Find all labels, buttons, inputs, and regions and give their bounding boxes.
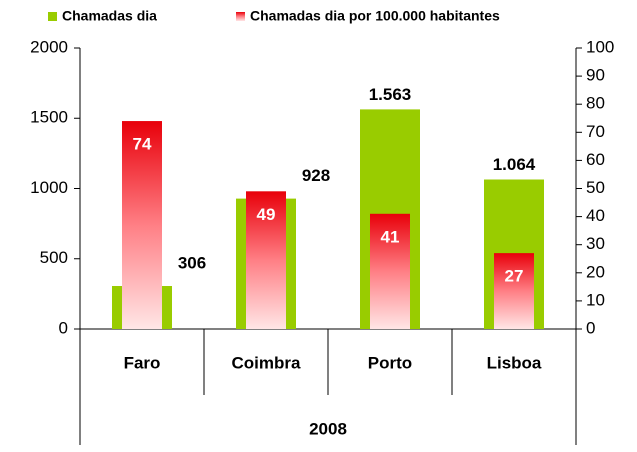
x-tick-label: Lisboa <box>487 353 542 372</box>
x-tick-label: Coimbra <box>232 353 302 372</box>
y2-tick-label: 50 <box>586 178 605 197</box>
data-label: 306 <box>178 253 206 272</box>
data-label: 74 <box>133 135 152 154</box>
bar <box>122 121 162 329</box>
bar <box>370 213 410 329</box>
group-label: 2008 <box>309 419 347 438</box>
legend-swatch <box>236 12 245 21</box>
y2-tick-label: 70 <box>586 122 605 141</box>
y-tick-label: 2000 <box>30 37 68 56</box>
y2-tick-label: 0 <box>586 318 595 337</box>
legend-label: Chamadas dia por 100.000 habitantes <box>250 8 500 24</box>
y2-tick-label: 20 <box>586 262 605 281</box>
data-label: 1.064 <box>493 155 536 174</box>
y-tick-label: 500 <box>40 248 68 267</box>
bar <box>246 191 286 329</box>
y-tick-label: 0 <box>59 318 68 337</box>
data-label: 49 <box>257 205 276 224</box>
legend-swatch <box>48 12 57 21</box>
y2-tick-label: 30 <box>586 234 605 253</box>
legend-label: Chamadas dia <box>62 8 157 24</box>
x-tick-label: Porto <box>368 353 412 372</box>
data-label: 1.563 <box>369 85 412 104</box>
y2-tick-label: 90 <box>586 66 605 85</box>
y2-tick-label: 60 <box>586 150 605 169</box>
y-tick-label: 1500 <box>30 108 68 127</box>
data-label: 41 <box>381 227 400 246</box>
data-label: 27 <box>505 267 524 286</box>
x-tick-label: Faro <box>124 353 161 372</box>
y2-tick-label: 10 <box>586 290 605 309</box>
y2-tick-label: 80 <box>586 94 605 113</box>
bar <box>494 253 534 329</box>
data-label: 928 <box>302 166 330 185</box>
y2-tick-label: 100 <box>586 37 614 56</box>
y2-tick-label: 40 <box>586 206 605 225</box>
y-tick-label: 1000 <box>30 178 68 197</box>
